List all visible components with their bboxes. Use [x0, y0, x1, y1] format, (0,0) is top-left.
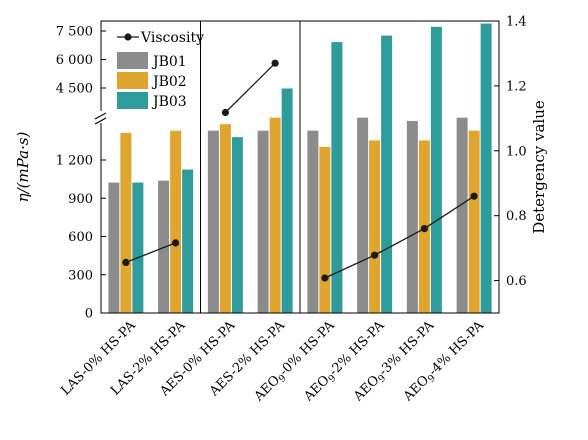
bar-jb03-6	[430, 26, 442, 314]
right-tick-label: 0.6	[506, 274, 527, 289]
left-tick-label: 300	[68, 268, 93, 283]
bar-jb01-0	[108, 182, 120, 313]
viscosity-point-7	[470, 192, 478, 200]
bar-jb01-1	[158, 180, 170, 313]
legend-swatch-jb03	[117, 92, 148, 109]
bar-jb01-4	[307, 130, 319, 313]
left-tick-label: 6 000	[56, 53, 93, 68]
bar-jb03-3	[281, 88, 293, 313]
right-tick-label: 1.4	[506, 15, 527, 30]
bar-jb02-5	[369, 140, 381, 313]
bar-jb01-5	[357, 117, 369, 314]
legend-label-jb03: JB03	[151, 94, 187, 110]
bar-jb03-1	[182, 169, 194, 313]
bar-jb02-7	[468, 130, 480, 313]
left-tick-label: 900	[68, 192, 93, 207]
viscosity-point-4	[321, 274, 329, 282]
viscosity-line-segment	[125, 242, 176, 264]
legend-viscosity-marker	[124, 33, 132, 41]
legend-swatch-jb02	[117, 72, 148, 89]
legend-label-viscosity: Viscosity	[140, 30, 204, 46]
right-tick-label: 0.8	[506, 209, 527, 224]
left-tick-label: 0	[85, 307, 93, 322]
y-axis-left-title: η/(mPa·s)	[14, 131, 32, 202]
left-tick-label: 1 200	[56, 154, 93, 169]
legend-swatch-jb01	[117, 52, 148, 69]
viscosity-point-3	[271, 59, 279, 67]
viscosity-point-1	[172, 239, 180, 247]
bar-jb03-5	[381, 35, 393, 313]
left-tick-label: 4 500	[56, 82, 93, 97]
bar-jb02-2	[219, 124, 231, 313]
viscosity-point-0	[122, 258, 130, 266]
bar-jb01-2	[207, 130, 219, 313]
legend-label-jb01: JB01	[151, 54, 187, 70]
bar-jb01-7	[456, 117, 468, 314]
y-axis-right-title: Detergency value	[530, 100, 548, 234]
bar-jb03-4	[331, 42, 343, 314]
bar-jb02-1	[170, 130, 182, 313]
right-tick-label: 1.2	[506, 79, 527, 94]
viscosity-point-6	[420, 225, 428, 233]
bar-jb02-3	[269, 117, 281, 314]
bar-jb02-0	[120, 132, 132, 313]
bar-jb03-0	[132, 182, 144, 313]
viscosity-point-2	[221, 108, 229, 117]
viscosity-point-5	[371, 251, 379, 259]
legend-label-jb02: JB02	[151, 74, 187, 90]
bar-jb03-7	[480, 23, 492, 313]
bar-jb03-2	[231, 137, 243, 313]
axis-break-mark	[94, 112, 107, 120]
bar-jb01-6	[406, 120, 418, 314]
axis-break-mark	[94, 117, 107, 125]
bar-jb02-4	[319, 146, 331, 313]
viscosity-line-segment	[324, 195, 475, 279]
left-tick-label: 7 500	[56, 25, 93, 40]
viscosity-line-segment	[224, 62, 276, 113]
left-tick-label: 600	[68, 230, 93, 245]
bar-jb01-3	[257, 130, 269, 313]
right-tick-label: 1.0	[506, 144, 527, 159]
